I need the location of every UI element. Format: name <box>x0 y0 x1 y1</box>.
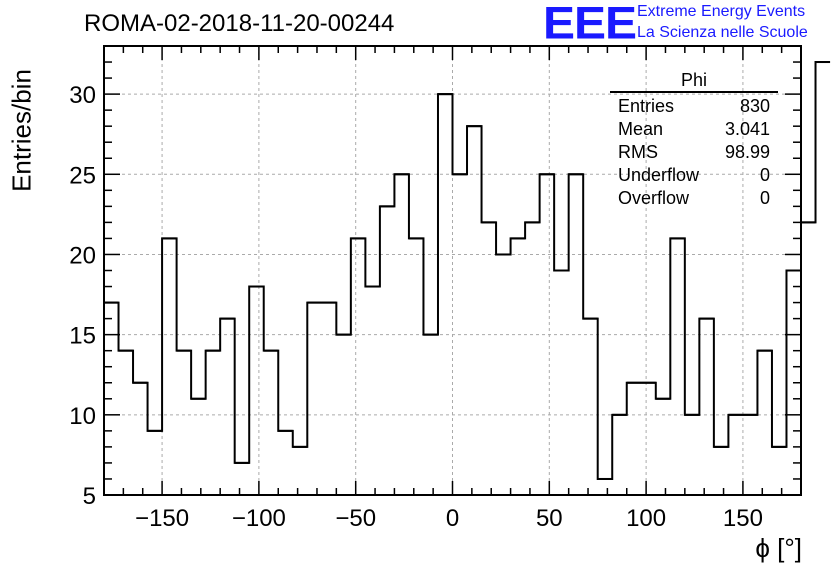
x-tick-label: −50 <box>335 505 376 532</box>
x-tick-label: −100 <box>232 505 286 532</box>
stats-value: 98.99 <box>724 142 770 162</box>
y-axis-label: Entries/bin <box>6 69 37 192</box>
stats-row-underflow: Underflow 0 <box>610 164 778 187</box>
x-tick-label: 0 <box>446 505 459 532</box>
logo-subtitle-2: La Scienza nelle Scuole <box>637 24 808 41</box>
stats-title: Phi <box>610 70 778 93</box>
stats-value: 0 <box>759 165 770 185</box>
y-tick-label: 20 <box>69 242 96 269</box>
stats-row-overflow: Overflow 0 <box>610 187 778 210</box>
stats-row-mean: Mean 3.041 <box>610 118 778 141</box>
stats-label: Underflow <box>618 165 700 185</box>
stats-row-entries: Entries 830 <box>610 95 778 118</box>
stats-label: Mean <box>618 119 664 139</box>
stats-label: Entries <box>618 96 675 116</box>
stats-label: Overflow <box>618 188 690 208</box>
axis-ticks <box>103 45 802 496</box>
stats-box: Phi Entries 830 Mean 3.041 RMS 98.99 Und… <box>610 70 778 210</box>
x-tick-label: 150 <box>723 505 763 532</box>
stats-label: RMS <box>618 142 658 162</box>
eee-logo: EEE <box>543 0 637 49</box>
y-tick-label: 25 <box>69 162 96 189</box>
logo-subtitle-1: Extreme Energy Events <box>637 3 806 20</box>
stats-value: 830 <box>739 96 770 116</box>
y-tick-label: 30 <box>69 82 96 109</box>
chart-title: ROMA-02-2018-11-20-00244 <box>84 10 395 37</box>
y-tick-label: 15 <box>69 323 96 350</box>
tick-labels: −150 −100 −50 0 50 100 150 5 10 15 20 25 30 <box>69 82 763 532</box>
y-tick-label: 10 <box>69 403 96 430</box>
x-tick-label: 100 <box>626 505 666 532</box>
x-axis-label: ϕ [°] <box>755 533 802 563</box>
stats-value: 0 <box>759 188 770 208</box>
x-tick-label: −150 <box>135 505 189 532</box>
y-tick-label: 5 <box>83 483 96 510</box>
x-tick-label: 50 <box>536 505 563 532</box>
stats-value: 3.041 <box>724 119 770 139</box>
stats-row-rms: RMS 98.99 <box>610 141 778 164</box>
